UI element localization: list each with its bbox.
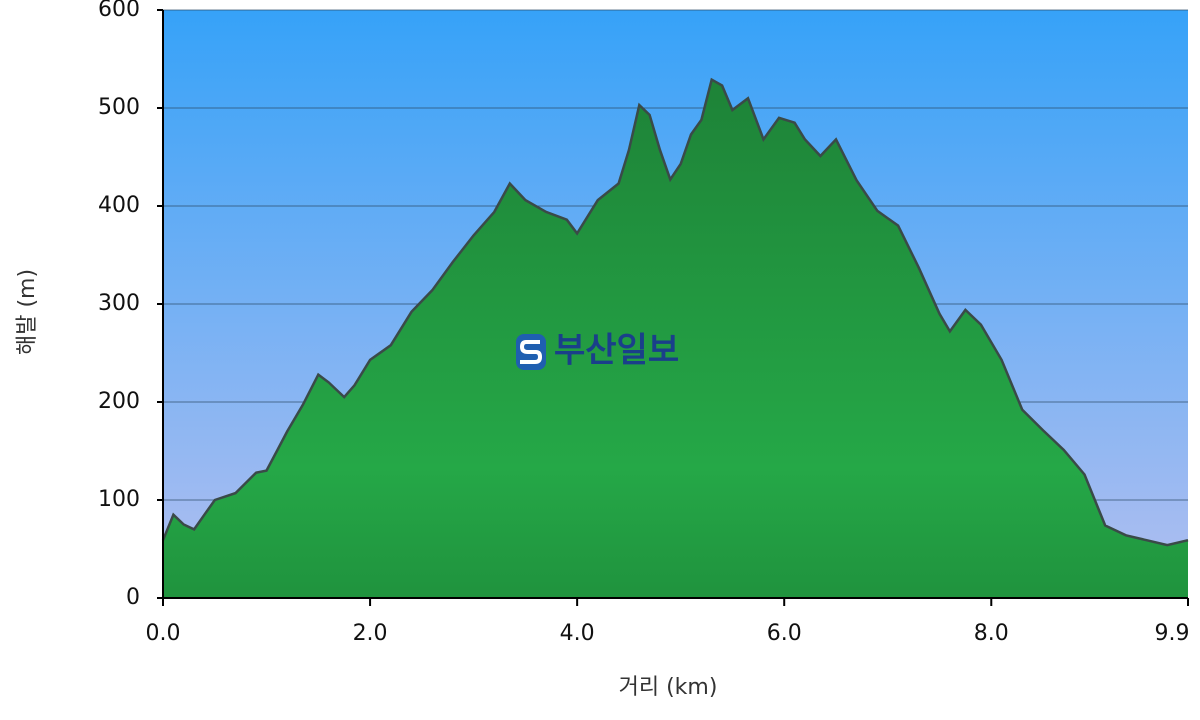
- y-tick-label: 100: [98, 487, 140, 512]
- x-tick-label: 4.0: [560, 621, 595, 646]
- x-tick-label: 6.0: [767, 621, 802, 646]
- watermark-text: 부산일보: [554, 331, 679, 371]
- y-tick-label: 600: [98, 0, 140, 22]
- y-tick-label: 200: [98, 389, 140, 414]
- y-tick-label: 0: [126, 585, 140, 610]
- x-tick-label: 9.9: [1155, 621, 1190, 646]
- x-tick-label: 2.0: [353, 621, 388, 646]
- y-tick-label: 500: [98, 95, 140, 120]
- x-tick-label: 8.0: [974, 621, 1009, 646]
- elevation-shade: [163, 79, 1188, 599]
- x-tick-label: 0.0: [146, 621, 181, 646]
- elevation-line: [161, 77, 1189, 547]
- logo-mark: [519, 340, 543, 364]
- x-axis-title: 거리 (km): [619, 675, 718, 700]
- watermark: 부산일보: [516, 331, 679, 371]
- y-tick-label: 400: [98, 193, 140, 218]
- y-axis-title: 해발 (m): [15, 269, 40, 355]
- y-tick-label: 300: [98, 291, 140, 316]
